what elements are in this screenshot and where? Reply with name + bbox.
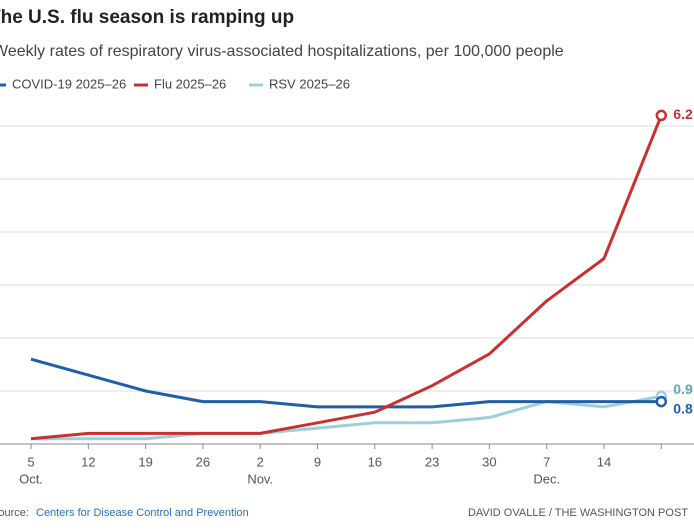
- end-point: [655, 109, 668, 122]
- month-label: Dec.: [533, 471, 560, 486]
- x-tick-label: 9: [314, 454, 321, 469]
- legend-label: COVID-19 2025–26: [12, 76, 126, 91]
- x-tick-label: 19: [138, 454, 152, 469]
- end-point: [655, 395, 668, 408]
- credit: DAVID OVALLE / THE WASHINGTON POST: [468, 507, 688, 519]
- chart-subtitle: Weekly rates of respiratory virus-associ…: [0, 43, 564, 60]
- x-tick-label: 30: [482, 454, 496, 469]
- x-tick-label: 2: [257, 454, 264, 469]
- source-prefix: Source:: [0, 507, 29, 519]
- legend-label: Flu 2025–26: [154, 76, 226, 91]
- x-tick-label: 23: [425, 454, 439, 469]
- source-link[interactable]: Centers for Disease Control and Preventi…: [36, 507, 249, 519]
- value-label: 0.8: [673, 400, 693, 416]
- x-tick-label: 26: [196, 454, 210, 469]
- x-tick-label: 14: [597, 454, 611, 469]
- value-label: 0.9: [673, 381, 693, 397]
- x-tick-label: 5: [27, 454, 34, 469]
- chart-title: The U.S. flu season is ramping up: [0, 7, 294, 28]
- legend-label: RSV 2025–26: [269, 76, 350, 91]
- month-label: Nov.: [247, 471, 273, 486]
- x-tick-label: 7: [543, 454, 550, 469]
- series-line: [30, 357, 662, 409]
- value-label: 6.2: [673, 106, 693, 122]
- x-tick-label: 16: [368, 454, 382, 469]
- x-tick-label: 12: [81, 454, 95, 469]
- month-label: Oct.: [19, 471, 43, 486]
- series-line: [30, 114, 663, 441]
